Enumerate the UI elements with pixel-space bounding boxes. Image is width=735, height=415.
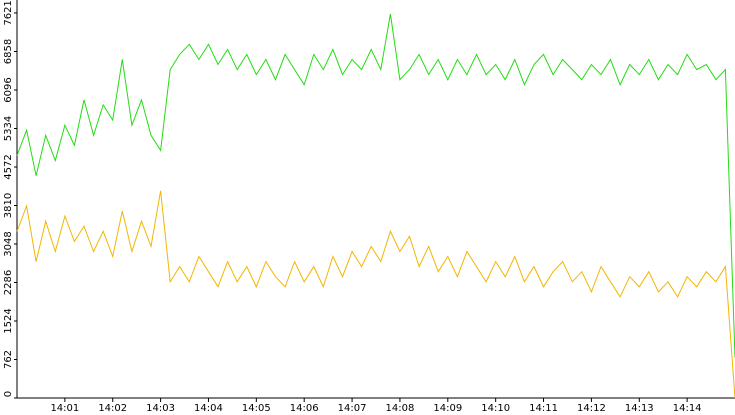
y-tick-label: 762 [3,350,14,369]
y-tick-label: 2286 [3,270,14,295]
x-tick-label: 14:02 [98,403,127,414]
x-tick-label: 14:06 [290,403,319,414]
x-tick-label: 14:03 [146,403,175,414]
x-tick-label: 14:11 [529,403,558,414]
x-tick-label: 14:13 [625,403,654,414]
series-line [16,13,735,358]
y-tick-label: 0 [3,391,14,397]
x-tick-label: 14:14 [673,403,702,414]
series-line [16,190,735,399]
x-tick-label: 14:04 [194,403,223,414]
x-tick-label: 14:05 [242,403,271,414]
y-tick-label: 5334 [3,116,14,141]
y-tick-label: 1524 [3,308,14,333]
x-tick-label: 14:12 [577,403,606,414]
y-tick-label: 4572 [3,154,14,179]
x-tick-label: 14:09 [433,403,462,414]
y-tick-label: 6858 [3,39,14,64]
y-tick-label: 6096 [3,77,14,102]
x-tick-label: 14:01 [50,403,79,414]
x-tick-label: 14:10 [481,403,510,414]
y-tick-label: 3048 [3,231,14,256]
x-tick-label: 14:07 [338,403,367,414]
y-tick-label: 3810 [3,193,14,218]
x-tick-label: 14:08 [386,403,415,414]
y-tick-label: 7621 [3,0,14,25]
